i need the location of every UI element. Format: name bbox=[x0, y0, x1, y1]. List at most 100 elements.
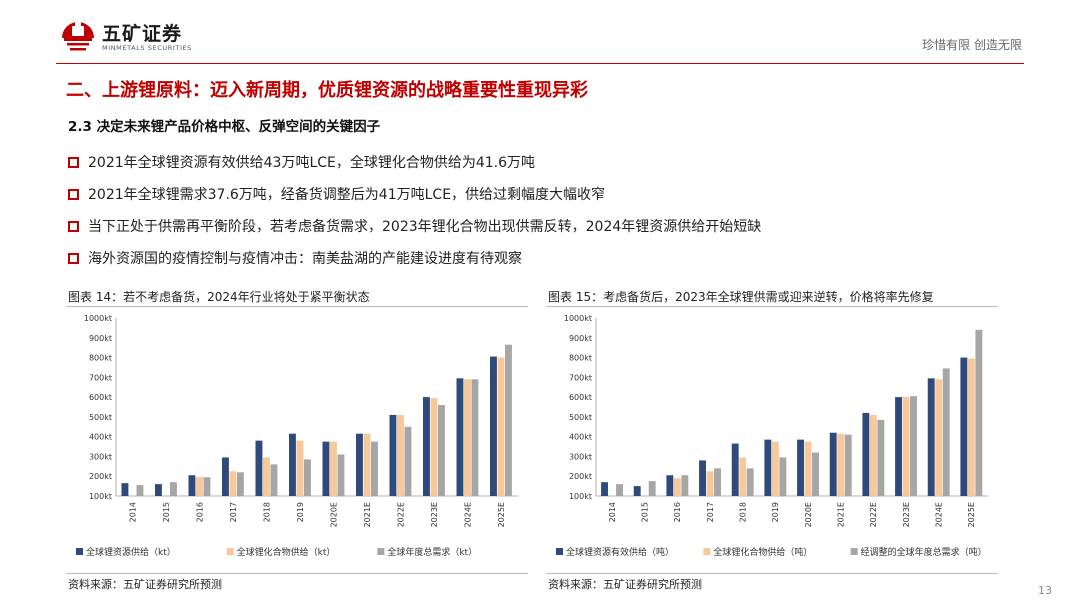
bar bbox=[430, 398, 438, 496]
x-tick-label: 2015 bbox=[162, 502, 171, 522]
bar bbox=[196, 477, 203, 496]
x-tick-label: 2021E bbox=[363, 502, 372, 527]
bullet-square-icon bbox=[68, 188, 79, 200]
bar bbox=[263, 457, 270, 496]
bar bbox=[389, 414, 397, 496]
y-tick-label: 1000kt bbox=[564, 314, 592, 323]
x-tick-label: 2022E bbox=[396, 502, 405, 527]
bar bbox=[739, 457, 747, 496]
y-tick-label: 500kt bbox=[89, 413, 112, 422]
bar bbox=[960, 357, 968, 496]
legend-swatch bbox=[226, 548, 234, 555]
y-tick-label: 600kt bbox=[569, 393, 592, 402]
bar bbox=[237, 472, 244, 496]
bar bbox=[714, 468, 721, 496]
y-tick-label: 100kt bbox=[569, 492, 592, 501]
caption-divider bbox=[546, 306, 998, 307]
bullet-square-icon bbox=[68, 252, 79, 264]
bullet-text: 海外资源国的疫情控制与疫情冲击：南美盐湖的产能建设进度有待观察 bbox=[88, 251, 522, 267]
legend-swatch bbox=[377, 548, 385, 555]
bullet-item: 2021年全球锂资源有效供给43万吨LCE，全球锂化合物供给为41.6万吨 bbox=[68, 146, 1028, 178]
bar bbox=[731, 443, 739, 496]
y-tick-label: 700kt bbox=[89, 373, 112, 382]
bar bbox=[170, 482, 177, 496]
y-tick-label: 800kt bbox=[89, 354, 112, 363]
brand-name: 五矿证券 bbox=[102, 23, 183, 45]
y-tick-label: 900kt bbox=[89, 334, 112, 343]
legend-swatch bbox=[556, 548, 563, 555]
bar bbox=[902, 397, 910, 496]
header-divider bbox=[56, 63, 1024, 64]
bar bbox=[330, 441, 337, 496]
y-tick-label: 400kt bbox=[569, 433, 592, 442]
x-tick-label: 2017 bbox=[706, 502, 715, 522]
bar bbox=[270, 464, 278, 496]
brand-subtitle: MINMETALS SECURITIES bbox=[102, 44, 192, 52]
x-tick-label: 2020E bbox=[329, 502, 338, 527]
bar bbox=[666, 475, 674, 496]
bar bbox=[136, 485, 144, 496]
bar bbox=[616, 484, 623, 496]
bar bbox=[397, 414, 404, 496]
x-tick-label: 2025E bbox=[497, 502, 506, 527]
bar bbox=[844, 434, 852, 496]
y-tick-label: 200kt bbox=[569, 472, 592, 481]
legend-label: 全球年度总需求（kt） bbox=[387, 546, 477, 558]
bar bbox=[322, 441, 330, 496]
page-number: 13 bbox=[1038, 584, 1052, 597]
bar bbox=[673, 478, 681, 496]
bar bbox=[229, 471, 237, 496]
x-tick-label: 2014 bbox=[608, 502, 617, 522]
y-tick-label: 300kt bbox=[569, 452, 592, 461]
x-tick-label: 2019 bbox=[771, 502, 780, 522]
bar bbox=[869, 414, 877, 496]
bar bbox=[633, 486, 641, 496]
bar bbox=[601, 482, 608, 496]
bar bbox=[862, 412, 870, 496]
bar bbox=[706, 471, 714, 496]
x-tick-label: 2020E bbox=[804, 502, 813, 527]
bar bbox=[337, 454, 345, 496]
bar bbox=[942, 368, 950, 496]
chart-2: 100kt 200kt 300kt 400kt 500kt 600kt 700kt 800kt… bbox=[556, 314, 988, 558]
bar bbox=[797, 439, 804, 496]
legend-swatch bbox=[703, 548, 711, 555]
bar bbox=[895, 397, 902, 496]
bar bbox=[404, 426, 412, 496]
bar bbox=[910, 396, 917, 496]
chart-caption-2: 图表 15：考虑备货后，2023年全球锂供需或迎来逆转，价格将率先修复 bbox=[548, 290, 934, 304]
caption-divider bbox=[66, 306, 528, 307]
legend-label: 全球锂资源有效供给（吨） bbox=[566, 546, 674, 558]
x-tick-label: 2023E bbox=[430, 502, 439, 527]
bar bbox=[681, 475, 689, 496]
legend-swatch bbox=[850, 548, 858, 555]
bar bbox=[155, 484, 162, 496]
source-divider bbox=[546, 573, 998, 574]
bar bbox=[829, 432, 837, 496]
bar bbox=[371, 441, 378, 496]
bar bbox=[203, 477, 211, 496]
x-tick-label: 2024E bbox=[463, 502, 472, 527]
x-tick-label: 2021E bbox=[837, 502, 846, 527]
bar bbox=[464, 379, 471, 496]
chart-1: 100kt 200kt 300kt 400kt 500kt 600kt 700kt 800kt… bbox=[76, 314, 518, 558]
bar bbox=[505, 344, 512, 496]
bullet-text: 2021年全球锂资源有效供给43万吨LCE，全球锂化合物供给为41.6万吨 bbox=[88, 155, 536, 171]
bar bbox=[471, 379, 479, 496]
bullet-square-icon bbox=[68, 220, 79, 232]
x-tick-label: 2019 bbox=[296, 502, 305, 522]
x-tick-label: 2022E bbox=[869, 502, 878, 527]
source-divider bbox=[66, 573, 528, 574]
y-tick-label: 900kt bbox=[569, 334, 592, 343]
bar bbox=[490, 356, 497, 496]
bullet-item: 当下正处于供需再平衡阶段，若考虑备货需求，2023年锂化合物出现供需反转，202… bbox=[68, 210, 1028, 242]
legend-label: 全球锂化合物供给（吨） bbox=[713, 546, 812, 558]
y-tick-label: 400kt bbox=[89, 433, 112, 442]
source-note-1: 资料来源：五矿证券研究所预测 bbox=[68, 578, 222, 591]
y-tick-label: 500kt bbox=[569, 413, 592, 422]
bar bbox=[456, 378, 464, 496]
bar bbox=[289, 433, 296, 496]
x-tick-label: 2015 bbox=[641, 502, 650, 522]
y-tick-label: 1000kt bbox=[84, 314, 112, 323]
legend-swatch bbox=[76, 548, 83, 555]
